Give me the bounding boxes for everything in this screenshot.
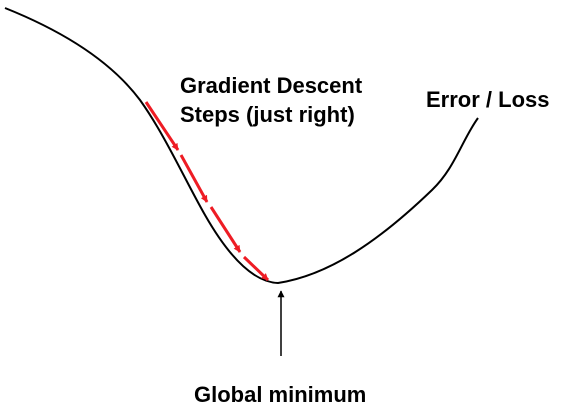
step-arrow-2 xyxy=(179,154,209,203)
gradient-descent-steps xyxy=(144,101,270,282)
global-minimum-label: Global minimum xyxy=(194,382,367,407)
step-arrow-3 xyxy=(209,206,242,253)
error-loss-label: Error / Loss xyxy=(426,87,550,112)
gradient-descent-label-line-1: Gradient Descent xyxy=(180,73,363,98)
step-arrow-4 xyxy=(242,255,270,282)
gradient-descent-label: Gradient Descent Steps (just right) xyxy=(180,71,362,129)
step-arrow-1 xyxy=(144,101,180,151)
loss-curve xyxy=(4,7,479,285)
gradient-descent-label-line-2: Steps (just right) xyxy=(180,102,355,127)
